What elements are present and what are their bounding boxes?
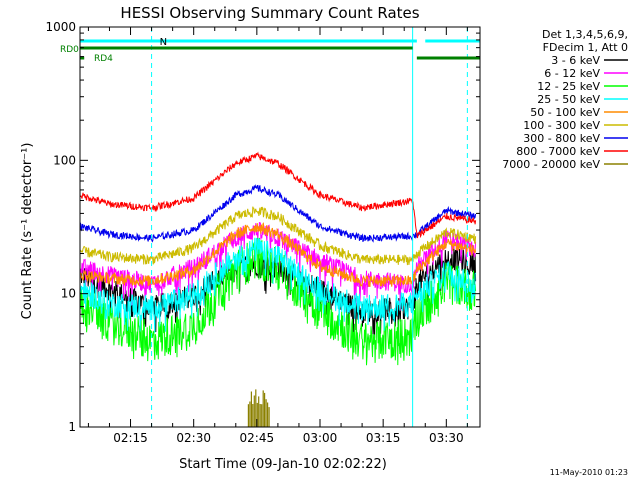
legend-title-line: FDecim 1, Att 0 (543, 41, 628, 54)
series-path (80, 237, 477, 333)
y-axis: 1 10 100 1000 (45, 20, 480, 434)
series-800-7000-kev-kev-line (80, 151, 477, 239)
series-300-800-kev-kev-line (80, 183, 477, 243)
chart-title: HESSI Observing Summary Count Rates (120, 4, 419, 22)
y-tick-label: 10 (61, 287, 76, 301)
series-7000-20000-kev-kev-line (247, 389, 270, 427)
x-tick-label: 02:15 (113, 431, 148, 445)
x-tick-label: 03:15 (366, 431, 401, 445)
legend-entry-label: 7000 - 20000 keV (502, 158, 600, 171)
legend: Det 1,3,4,5,6,9,FDecim 1, Att 03 - 6 keV… (502, 28, 628, 171)
legend-entry-label: 800 - 7000 keV (516, 145, 600, 158)
legend-title-line: Det 1,3,4,5,6,9, (542, 28, 628, 41)
series-100-300-kev-kev-line (80, 206, 477, 266)
x-axis: 02:15 02:30 02:45 03:00 03:15 03:30 (87, 27, 468, 445)
legend-entry-label: 25 - 50 keV (537, 93, 600, 106)
legend-entry-label: 300 - 800 keV (523, 132, 600, 145)
x-tick-label: 03:30 (429, 431, 464, 445)
y-tick-label: 100 (53, 153, 76, 167)
x-tick-label: 02:30 (176, 431, 211, 445)
series-path (80, 222, 477, 313)
series-12-25-kev-kev-line (80, 237, 477, 366)
x-axis-label: Start Time (09-Jan-10 02:02:22) (179, 457, 387, 472)
series-path (80, 151, 477, 239)
y-axis-label: Count Rate (s⁻¹ detector⁻¹) (20, 143, 35, 320)
y-tick-label: 1 (68, 420, 76, 434)
plot-area (80, 27, 480, 427)
series-25-50-kev-kev-line (80, 237, 477, 333)
legend-entry-label: 100 - 300 keV (523, 119, 600, 132)
flag-label-rd4: RD4 (94, 54, 113, 64)
legend-entry-label: 50 - 100 keV (530, 106, 600, 119)
footer-date: 11-May-2010 01:23 (550, 468, 628, 477)
series-path (80, 222, 477, 287)
flag-label-n: N (160, 37, 167, 48)
legend-entry-label: 12 - 25 keV (537, 80, 600, 93)
legend-entry-label: 6 - 12 keV (544, 67, 600, 80)
series-path (80, 237, 477, 366)
series-path (80, 206, 477, 266)
x-tick-label: 03:00 (303, 431, 338, 445)
x-tick-label: 02:45 (240, 431, 275, 445)
series-path (80, 183, 477, 243)
plot-frame (79, 26, 481, 428)
legend-entry-label: 3 - 6 keV (551, 54, 600, 67)
y-tick-label: 1000 (45, 20, 76, 34)
series-50-100-kev-kev-line (80, 222, 477, 287)
series-6-12-kev-kev-line (80, 222, 477, 313)
flag-label-rd0: RD0 (60, 45, 79, 55)
